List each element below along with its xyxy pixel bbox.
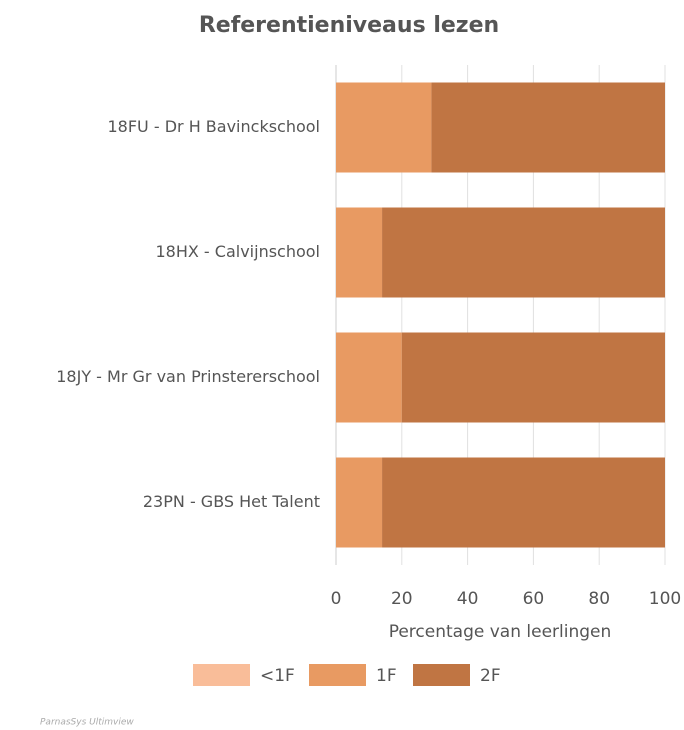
legend-label: <1F [260, 666, 295, 686]
y-tick-label: 23PN - GBS Het Talent [143, 492, 320, 511]
legend-swatch [413, 664, 470, 686]
x-tick-label: 0 [331, 589, 342, 609]
y-tick-label: 18FU - Dr H Bavinckschool [107, 117, 320, 136]
bar-segment [382, 207, 665, 298]
x-tick-label: 80 [588, 589, 610, 609]
y-tick-label: 18HX - Calvijnschool [155, 242, 320, 261]
bar-segment [336, 82, 432, 173]
x-tick-label: 100 [649, 589, 681, 609]
legend-swatch [193, 664, 250, 686]
x-tick-label: 40 [457, 589, 479, 609]
bar-segment [336, 332, 402, 423]
bar-segment [401, 332, 665, 423]
x-tick-label: 60 [523, 589, 545, 609]
legend-label: 1F [376, 666, 397, 686]
x-axis-label: Percentage van leerlingen [389, 622, 612, 642]
bar-segment [382, 457, 665, 548]
chart-title: Referentieniveaus lezen [199, 13, 499, 38]
y-tick-label: 18JY - Mr Gr van Prinstererschool [56, 367, 320, 386]
legend-label: 2F [480, 666, 501, 686]
bar-segment [336, 457, 383, 548]
legend-swatch [309, 664, 366, 686]
x-tick-label: 20 [391, 589, 413, 609]
credit: ParnasSys Ultimview [40, 718, 134, 728]
bar-segment [336, 207, 383, 298]
bar-segment [431, 82, 665, 173]
